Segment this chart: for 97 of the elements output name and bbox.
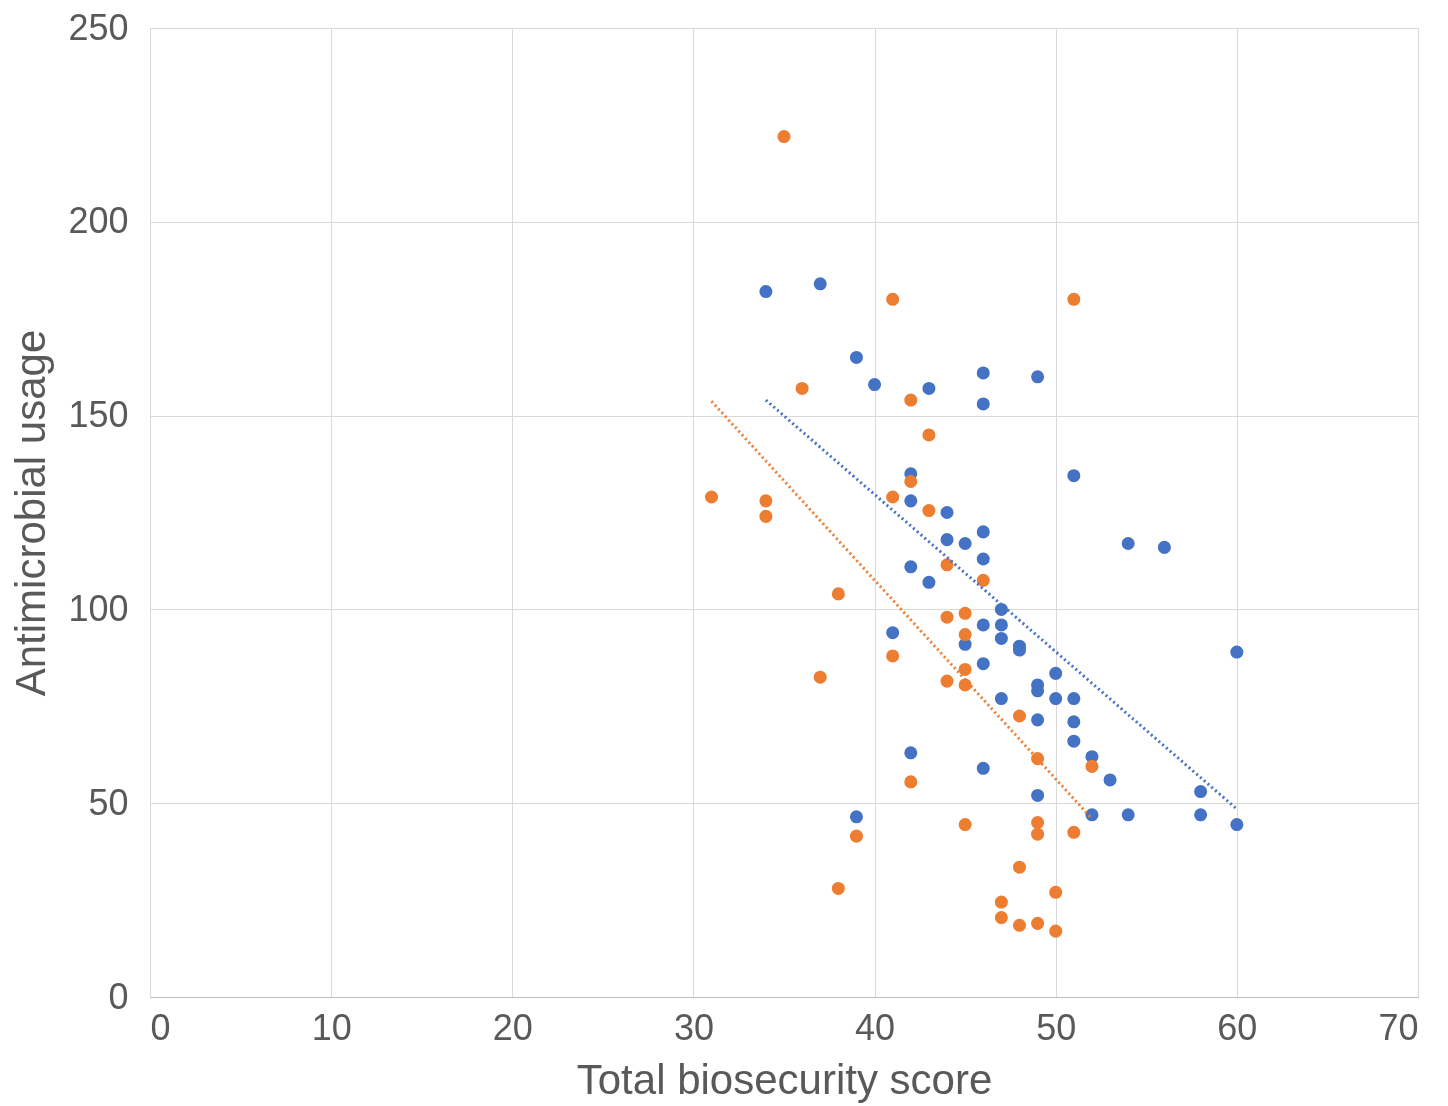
point [958, 662, 972, 676]
x-axis-title: Total biosecurity score [576, 1055, 993, 1103]
point [994, 618, 1008, 632]
point [813, 277, 827, 291]
point [1031, 713, 1045, 727]
point [976, 366, 990, 380]
point [1067, 825, 1081, 839]
point [705, 490, 719, 504]
point [1049, 885, 1063, 899]
point [831, 881, 845, 895]
point [1031, 816, 1045, 830]
point [886, 292, 900, 306]
y-tick-label: 250 [68, 6, 129, 48]
x-tick-label: 50 [1036, 1006, 1077, 1048]
point [1031, 752, 1045, 766]
x-tick-label: 10 [311, 1006, 352, 1048]
point [1031, 916, 1045, 930]
point [940, 674, 954, 688]
point [1103, 773, 1117, 787]
point [849, 810, 863, 824]
point [1067, 292, 1081, 306]
point [1121, 537, 1135, 551]
point [1012, 860, 1026, 874]
point [849, 350, 863, 364]
point [1121, 808, 1135, 822]
point [976, 573, 990, 587]
point [904, 775, 918, 789]
x-tick-label: 70 [1378, 1006, 1419, 1048]
point [759, 494, 773, 508]
point [886, 649, 900, 663]
point [976, 397, 990, 411]
y-tick-label: 150 [68, 394, 129, 436]
point [1049, 666, 1063, 680]
point [849, 829, 863, 843]
point [922, 381, 936, 395]
point [904, 494, 918, 508]
point [1067, 734, 1081, 748]
y-tick-label: 200 [68, 200, 129, 242]
point [976, 552, 990, 566]
y-tick-label: 100 [68, 587, 129, 629]
point [958, 606, 972, 620]
point [958, 818, 972, 832]
point [958, 628, 972, 642]
point [886, 626, 900, 640]
point [1049, 924, 1063, 938]
point [1230, 818, 1244, 832]
point [1067, 692, 1081, 706]
point [1067, 715, 1081, 729]
y-tick-label: 0 [108, 975, 129, 1017]
x-tick-label: 30 [673, 1006, 714, 1048]
point [813, 670, 827, 684]
point [940, 558, 954, 572]
point [831, 587, 845, 601]
point [868, 378, 882, 392]
point [1031, 788, 1045, 802]
point [904, 393, 918, 407]
point [994, 911, 1008, 925]
point [940, 505, 954, 520]
point [994, 631, 1008, 645]
point [976, 618, 990, 632]
point [1157, 540, 1171, 554]
x-tick-label: 0 [150, 1006, 171, 1048]
point [1012, 918, 1026, 932]
point [958, 537, 972, 551]
point [1031, 827, 1045, 841]
x-tick-label: 60 [1217, 1006, 1258, 1048]
point [922, 428, 936, 442]
point [759, 285, 773, 299]
point [777, 130, 791, 144]
point [922, 575, 936, 589]
point [1085, 808, 1099, 822]
point [904, 474, 918, 488]
point [759, 509, 773, 523]
point [904, 560, 918, 574]
point [1085, 759, 1099, 773]
point [922, 504, 936, 518]
point [1031, 370, 1045, 384]
point [1049, 692, 1063, 706]
point [1067, 469, 1081, 483]
point [1194, 808, 1208, 822]
point [1194, 785, 1208, 799]
x-tick-label: 20 [492, 1006, 533, 1048]
point [940, 610, 954, 624]
point [886, 490, 900, 504]
point [976, 657, 990, 671]
point [1012, 709, 1026, 723]
point [940, 533, 954, 547]
point [994, 692, 1008, 706]
point [795, 381, 809, 395]
x-tick-label: 40 [855, 1006, 896, 1048]
y-axis-title: Antimicrobial usage [7, 329, 55, 697]
point [976, 761, 990, 775]
point [904, 746, 918, 760]
point [976, 525, 990, 539]
point [994, 895, 1008, 909]
point [1230, 645, 1244, 659]
y-tick-label: 50 [88, 781, 129, 823]
